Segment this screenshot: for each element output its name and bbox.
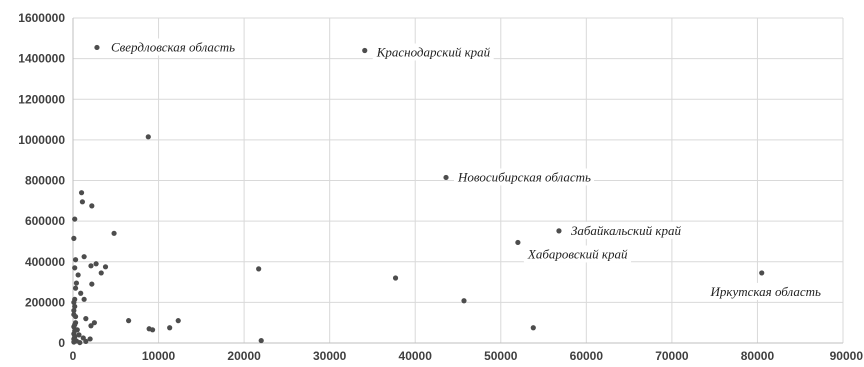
annotation-background (454, 168, 595, 186)
scatter-point (72, 313, 79, 320)
scatter-point (258, 337, 264, 344)
point-annotation-label: Забайкальский край (571, 223, 681, 238)
annotation-background (372, 43, 494, 61)
scatter-point (93, 261, 99, 267)
annotation-background (107, 38, 239, 56)
x-tick-label: 0 (70, 349, 77, 363)
scatter-point (111, 230, 117, 236)
point-annotation-label: Хабаровский край (527, 246, 628, 261)
axis-layer (72, 18, 843, 344)
scatter-point (75, 272, 81, 278)
scatter-point (98, 270, 104, 276)
scatter-point (89, 203, 95, 209)
x-tick-label: 30000 (313, 349, 347, 363)
scatter-point (72, 322, 78, 328)
scatter-point (149, 327, 156, 333)
scatter-point (72, 303, 78, 310)
scatter-point (83, 316, 89, 322)
scatter-point (78, 290, 84, 296)
point-annotations: Свердловская область Краснодарский край Но… (107, 38, 824, 300)
scatter-point (71, 307, 77, 314)
scatter-point (362, 47, 368, 54)
annotation-background (523, 245, 632, 263)
scatter-point (72, 216, 78, 222)
scatter-point (256, 266, 262, 272)
x-tick-label: 20000 (227, 349, 261, 363)
scatter-point (71, 235, 77, 241)
scatter-point (89, 281, 95, 287)
x-tick-label: 40000 (399, 349, 433, 363)
annotation-background (706, 282, 824, 300)
scatter-point (102, 264, 109, 270)
scatter-point (74, 327, 80, 333)
scatter-point (88, 323, 94, 329)
scatter-point (126, 318, 132, 324)
y-tick-label: 1000000 (18, 133, 65, 147)
annotation-background (567, 221, 685, 239)
scatter-point (71, 339, 77, 345)
y-tick-label: 200000 (25, 295, 65, 309)
scatter-point (145, 134, 151, 140)
y-tick-label: 800000 (25, 174, 65, 188)
x-tick-label: 50000 (484, 349, 518, 363)
scatter-point (79, 199, 86, 205)
scatter-point (73, 280, 80, 286)
scatter-point (81, 296, 87, 302)
scatter-point (83, 338, 89, 344)
scatter-point (556, 228, 562, 234)
scatter-point (530, 325, 536, 331)
scatter-point (515, 239, 521, 246)
point-annotation-label: Новосибирская область (457, 169, 591, 184)
scatter-point (461, 298, 467, 304)
x-tick-label: 10000 (142, 349, 176, 363)
scatter-point (175, 318, 181, 324)
y-tick-label: 1600000 (18, 11, 65, 25)
scatter-point (94, 44, 100, 51)
scatter-point (76, 332, 82, 338)
y-tick-label: 600000 (25, 214, 65, 228)
scatter-point (91, 320, 97, 326)
scatter-point (167, 325, 173, 331)
point-annotation-label: Свердловская область (111, 39, 235, 54)
scatter-point (81, 254, 87, 260)
scatter-point (392, 275, 399, 281)
point-annotation-label: Краснодарский край (376, 45, 491, 60)
y-tick-label: 1400000 (18, 52, 65, 66)
scatter-point (77, 339, 83, 346)
scatter-point (71, 299, 77, 305)
tick-labels: 0200000400000600000800000100000012000001… (18, 11, 863, 363)
data-points (71, 44, 765, 346)
scatter-point (78, 190, 85, 196)
scatter-point (72, 265, 78, 271)
x-tick-label: 80000 (741, 349, 775, 363)
scatter-point (72, 285, 79, 291)
point-annotation-label: Иркутская область (710, 284, 821, 299)
y-tick-label: 400000 (25, 255, 65, 269)
scatter-point (72, 257, 79, 263)
scatter-point (87, 336, 93, 342)
y-tick-label: 0 (58, 336, 65, 350)
x-tick-label: 60000 (570, 349, 604, 363)
x-tick-label: 90000 (830, 349, 864, 363)
x-tick-label: 70000 (655, 349, 689, 363)
scatter-point (88, 263, 94, 269)
scatter-point (759, 270, 765, 276)
y-tick-label: 1200000 (18, 92, 65, 106)
scatter-point (443, 174, 449, 181)
